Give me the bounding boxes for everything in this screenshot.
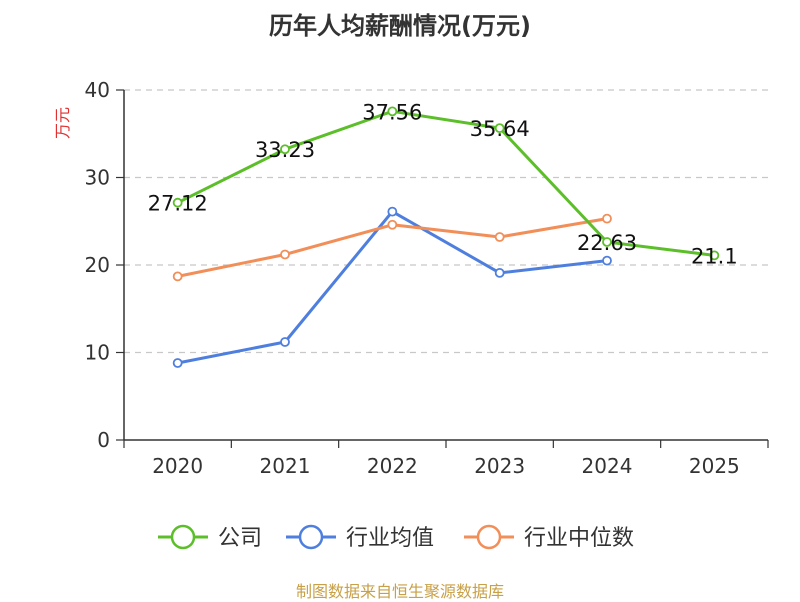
legend-label: 行业中位数 [524,526,634,551]
data-point [602,237,612,247]
legend-swatch-marker [298,524,324,550]
data-point [280,144,290,155]
data-point [172,358,183,368]
y-tick-label: 40 [85,78,110,102]
y-tick-label: 30 [85,166,110,190]
x-tick-label: 2024 [582,454,633,478]
series-line-0 [177,109,715,257]
data-point [387,206,398,217]
data-point [494,267,505,278]
data-label: 27.12 [148,192,208,216]
x-tick-label: 2021 [260,454,311,478]
y-tick-label: 0 [97,428,110,452]
data-label: 21.1 [691,244,738,268]
data-label: 37.56 [362,100,422,124]
data-label: 22.63 [577,231,637,255]
data-point [280,337,290,347]
data-point [387,106,398,117]
data-point [494,123,505,134]
legend-item-2[interactable]: 行业中位数 [464,524,634,551]
data-point [494,232,505,242]
data-label: 35.64 [470,117,530,141]
legend-item-1[interactable]: 行业均值 [286,524,434,551]
source-note: 制图数据来自恒生聚源数据库 [295,582,504,601]
data-point [602,213,612,224]
x-tick-label: 2020 [152,454,203,478]
legend-item-0[interactable]: 公司 [158,524,262,551]
data-point [602,255,612,266]
legend-swatch-marker [476,524,502,550]
x-tick-label: 2025 [689,454,740,478]
data-point [280,249,290,260]
x-tick-label: 2023 [474,454,525,478]
x-tick-label: 2022 [367,454,418,478]
legend-swatch-marker [170,524,196,550]
legend-label: 行业均值 [346,526,434,551]
data-point [172,197,183,208]
data-point [172,271,183,282]
y-tick-label: 10 [85,341,110,365]
y-tick-label: 20 [85,253,110,277]
legend-label: 公司 [218,526,262,551]
y-axis-label: 万元 [53,107,72,139]
data-point [709,250,720,261]
chart-title: 历年人均薪酬情况(万元) [269,12,531,40]
data-label: 33.23 [255,138,315,162]
series-line-1 [177,210,608,365]
data-point [387,219,398,230]
